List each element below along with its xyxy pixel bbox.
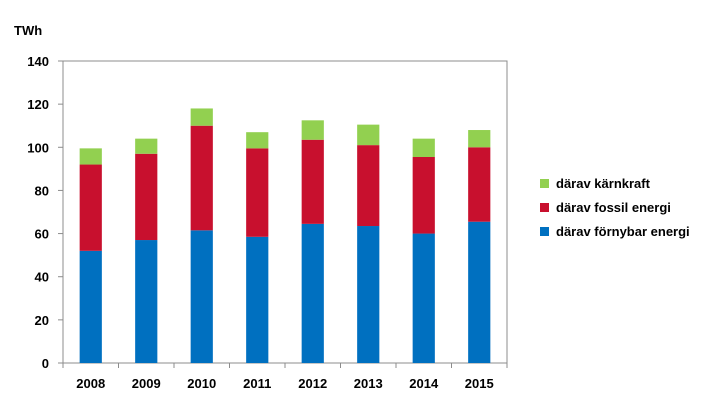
bar-segment: [301, 120, 324, 140]
y-tick-label: 120: [27, 97, 49, 112]
plot-area: [62, 60, 508, 364]
legend-label: därav kärnkraft: [556, 176, 651, 191]
y-tick-label: 60: [35, 227, 49, 242]
x-tick-label: 2009: [132, 376, 161, 391]
bar-segment: [468, 130, 491, 148]
bar-segment: [135, 153, 158, 241]
x-tick-label: 2010: [187, 376, 216, 391]
bar-segment: [412, 138, 435, 157]
legend-label: därav fossil energi: [556, 200, 671, 215]
x-tick-label: 2011: [243, 376, 271, 391]
bar-segment: [412, 156, 435, 234]
bar-segment: [135, 240, 158, 363]
bar-series-group: [79, 108, 491, 363]
legend-swatch: [540, 179, 549, 188]
y-tick-label: 40: [35, 270, 49, 285]
bar-segment: [301, 223, 324, 363]
bar-segment: [190, 108, 213, 126]
x-axis: 2008 2009 2010 2011 2012 2013 2014 2015: [62, 363, 508, 391]
bar-segment: [301, 139, 324, 224]
x-tick-label: 2013: [354, 376, 383, 391]
bar-segment: [468, 221, 491, 363]
bar-segment: [190, 125, 213, 231]
legend: därav kärnkraft därav fossil energi därav …: [540, 176, 690, 239]
bar-segment: [357, 124, 380, 146]
bar-segment: [357, 226, 380, 363]
x-tick-label: 2012: [298, 376, 327, 391]
bar-segment: [135, 138, 158, 154]
y-axis: 0 20 40 60 80 100 120 140: [27, 54, 63, 371]
legend-swatch: [540, 203, 549, 212]
legend-label: därav förnybar energi: [556, 224, 690, 239]
bar-segment: [412, 233, 435, 363]
legend-swatch: [540, 227, 549, 236]
bar-segment: [190, 230, 213, 363]
y-unit-label: TWh: [14, 23, 42, 38]
y-tick-label: 0: [42, 356, 49, 371]
bar-segment: [357, 145, 380, 227]
x-tick-label: 2014: [409, 376, 439, 391]
bar-segment: [246, 148, 269, 237]
y-tick-label: 80: [35, 183, 49, 198]
bar-segment: [246, 132, 269, 149]
x-tick-label: 2008: [76, 376, 105, 391]
y-tick-label: 100: [27, 140, 49, 155]
x-tick-label: 2015: [465, 376, 494, 391]
bar-segment: [79, 164, 102, 251]
bar-segment: [246, 236, 269, 363]
bar-segment: [79, 148, 102, 165]
y-tick-label: 20: [35, 313, 49, 328]
bar-segment: [79, 250, 102, 363]
y-tick-label: 140: [27, 54, 49, 69]
bar-segment: [468, 147, 491, 222]
